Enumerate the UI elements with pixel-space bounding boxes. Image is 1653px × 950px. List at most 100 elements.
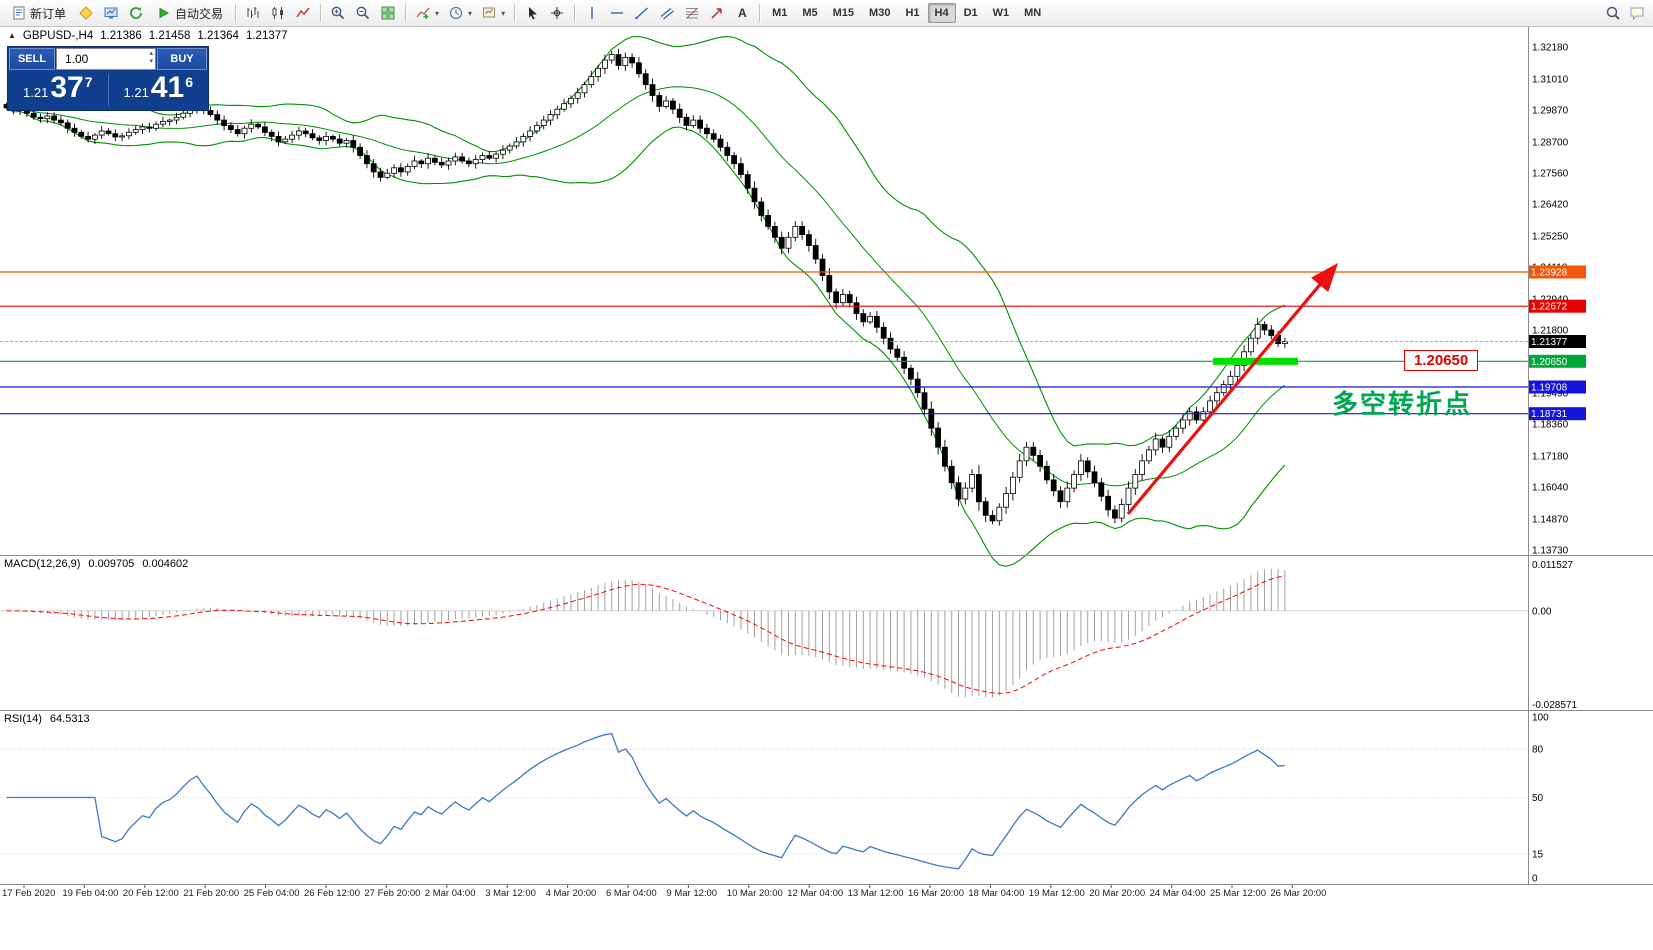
- buy-price-display[interactable]: 1.21 41 6: [109, 70, 209, 110]
- svg-text:24 Mar 04:00: 24 Mar 04:00: [1150, 888, 1206, 898]
- zoom-in-icon: [330, 5, 346, 21]
- zoom-in-button[interactable]: [326, 2, 350, 24]
- bollinger-bands: [6, 35, 1286, 567]
- timeframe-m5[interactable]: M5: [795, 3, 824, 23]
- search-button[interactable]: [1601, 2, 1625, 24]
- svg-text:20 Mar 20:00: 20 Mar 20:00: [1089, 888, 1145, 898]
- rsi-indicator: 100 80 50 15 0: [0, 713, 1549, 885]
- time-axis[interactable]: 17 Feb 2020 19 Feb 04:00 20 Feb 12:00 21 Fe…: [2, 885, 1326, 898]
- svg-text:3 Mar 12:00: 3 Mar 12:00: [485, 888, 536, 898]
- svg-text:A: A: [738, 6, 747, 20]
- quick-trade-toggle-icon[interactable]: ▲: [8, 31, 16, 40]
- svg-text:21 Feb 20:00: 21 Feb 20:00: [183, 888, 239, 898]
- toolbar-separator: [574, 4, 576, 22]
- timeframe-m15[interactable]: M15: [826, 3, 861, 23]
- channel-icon: [659, 5, 675, 21]
- svg-text:0: 0: [1532, 874, 1538, 885]
- svg-text:100: 100: [1532, 713, 1549, 724]
- svg-text:15: 15: [1532, 849, 1544, 860]
- volume-stepper-arrows[interactable]: ▴ ▾: [149, 50, 153, 66]
- svg-text:1.21800: 1.21800: [1532, 326, 1569, 337]
- sell-price-display[interactable]: 1.21 37 7: [8, 70, 108, 110]
- svg-text:25 Mar 12:00: 25 Mar 12:00: [1210, 888, 1266, 898]
- cursor-button[interactable]: [520, 2, 544, 24]
- indicators-button[interactable]: ▾: [411, 2, 443, 24]
- search-icon: [1605, 5, 1621, 21]
- main-toolbar: 新订单 自动交易: [0, 0, 1653, 27]
- horizontal-line-button[interactable]: [605, 2, 629, 24]
- toolbar-group-dropdowns: ▾ ▾ ▾: [411, 2, 509, 24]
- svg-text:1.31010: 1.31010: [1532, 74, 1569, 85]
- svg-text:1.28700: 1.28700: [1532, 137, 1569, 148]
- charts-button[interactable]: [99, 2, 123, 24]
- svg-text:0.011527: 0.011527: [1532, 560, 1573, 571]
- breakout-level-label[interactable]: 1.20650: [1404, 350, 1479, 371]
- trend-arrow[interactable]: [1126, 262, 1339, 516]
- turning-point-annotation[interactable]: 多空转折点: [1332, 389, 1473, 419]
- chart-canvas[interactable]: 0.0115270.00-0.02857110080501501.321801.…: [0, 27, 1653, 898]
- svg-text:1.32180: 1.32180: [1532, 43, 1569, 54]
- market-watch-button[interactable]: [74, 2, 98, 24]
- svg-text:26 Mar 20:00: 26 Mar 20:00: [1270, 888, 1326, 898]
- svg-text:1.27560: 1.27560: [1532, 169, 1569, 180]
- sell-button[interactable]: SELL: [9, 48, 55, 70]
- svg-text:17 Feb 2020: 17 Feb 2020: [2, 888, 55, 898]
- volume-stepper[interactable]: 1.00 ▴ ▾: [56, 48, 156, 70]
- new-order-button[interactable]: 新订单: [4, 2, 73, 24]
- trade-panel-prices: 1.21 37 7 1.21 41 6: [8, 70, 208, 110]
- text-button[interactable]: A: [730, 2, 754, 24]
- charts-icon: [103, 5, 119, 21]
- timeframe-m30[interactable]: M30: [862, 3, 897, 23]
- shapes-icon: [709, 5, 725, 21]
- timeframe-m1[interactable]: M1: [765, 3, 794, 23]
- toolbar-group-drawing: A: [580, 2, 754, 24]
- toolbar-separator: [235, 4, 237, 22]
- crosshair-button[interactable]: [545, 2, 569, 24]
- rsi-value: 64.5313: [49, 713, 90, 725]
- svg-text:4 Mar 20:00: 4 Mar 20:00: [546, 888, 597, 898]
- bar-high: 1.21458: [148, 30, 191, 42]
- autotrading-button[interactable]: 自动交易: [149, 2, 230, 24]
- macd-header: MACD(12,26,9) 0.009705 0.004602: [4, 558, 188, 570]
- periods-button[interactable]: ▾: [444, 2, 476, 24]
- sell-price-big: 37: [50, 71, 84, 104]
- chevron-down-icon: ▾: [501, 8, 506, 18]
- price-axis[interactable]: 1.32180 1.31010 1.29870 1.28700 1.27560 1.264…: [1528, 43, 1586, 557]
- chat-button[interactable]: [1625, 2, 1649, 24]
- buy-price-big: 41: [150, 71, 185, 104]
- macd-title: MACD(12,26,9): [4, 558, 81, 570]
- timeframe-mn[interactable]: MN: [1017, 3, 1048, 23]
- timeframe-d1[interactable]: D1: [957, 3, 985, 23]
- rsi-title: RSI(14): [4, 713, 42, 725]
- svg-text:1.25250: 1.25250: [1532, 231, 1569, 242]
- svg-text:1.13730: 1.13730: [1532, 546, 1569, 557]
- svg-text:1.18360: 1.18360: [1532, 419, 1569, 430]
- shapes-button[interactable]: [705, 2, 729, 24]
- chat-icon: [1629, 5, 1645, 21]
- refresh-icon: [128, 5, 144, 21]
- templates-button[interactable]: ▾: [477, 2, 509, 24]
- timeframe-h4[interactable]: H4: [927, 3, 956, 23]
- candlestick-chart-button[interactable]: [266, 2, 290, 24]
- svg-text:12 Mar 04:00: 12 Mar 04:00: [787, 888, 843, 898]
- fibonacci-button[interactable]: [680, 2, 704, 24]
- channel-button[interactable]: [655, 2, 679, 24]
- refresh-button[interactable]: [124, 2, 148, 24]
- trendline-button[interactable]: [630, 2, 654, 24]
- zoom-out-button[interactable]: [351, 2, 375, 24]
- panel-separators: [0, 27, 1653, 885]
- stepper-down-icon[interactable]: ▾: [149, 58, 153, 65]
- timeframe-w1[interactable]: W1: [986, 3, 1017, 23]
- bar-chart-button[interactable]: [241, 2, 265, 24]
- line-chart-button[interactable]: [291, 2, 315, 24]
- buy-button[interactable]: BUY: [157, 48, 207, 70]
- stepper-up-icon[interactable]: ▴: [149, 50, 153, 57]
- timeframe-h1[interactable]: H1: [898, 3, 926, 23]
- svg-text:10 Mar 20:00: 10 Mar 20:00: [727, 888, 783, 898]
- svg-text:6 Mar 04:00: 6 Mar 04:00: [606, 888, 657, 898]
- autotrading-label: 自动交易: [175, 6, 224, 21]
- tile-windows-button[interactable]: [376, 2, 400, 24]
- buy-price-sup: 6: [185, 74, 193, 90]
- vertical-line-button[interactable]: [580, 2, 604, 24]
- toolbar-separator: [514, 4, 516, 22]
